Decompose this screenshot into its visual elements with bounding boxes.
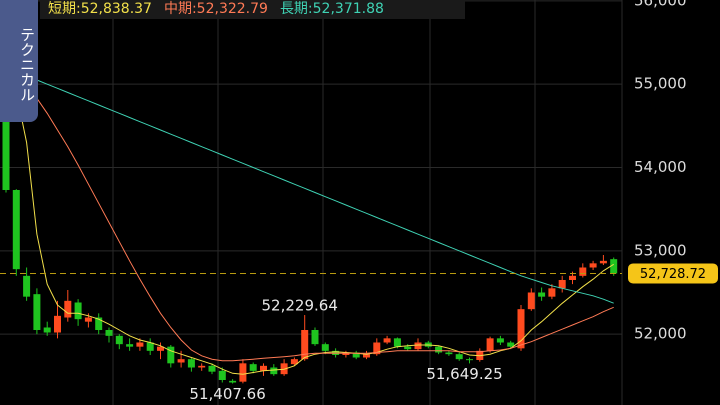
candle-body: [126, 344, 134, 347]
moving-average-line: [5, 62, 614, 362]
candle-body: [455, 354, 463, 360]
candle-body: [218, 370, 226, 380]
candle-body: [486, 338, 494, 351]
price-tag-label: 52,728.72: [640, 267, 706, 282]
candle-body: [12, 190, 20, 270]
candle-body: [270, 367, 278, 375]
candle-body: [187, 359, 195, 368]
candle-body: [569, 275, 576, 280]
candle-body: [249, 364, 257, 371]
y-tick-label: 56,000: [634, 0, 687, 9]
candle-body: [136, 342, 144, 347]
candle-body: [198, 365, 206, 368]
candle-body: [239, 363, 247, 382]
side-tab[interactable]: テクニカル: [0, 0, 38, 122]
candle-body: [589, 263, 597, 268]
candle-body: [301, 330, 309, 360]
candle-body: [579, 267, 587, 276]
candle-body: [23, 275, 31, 297]
legend-entry: 中期:52,322.79: [164, 1, 268, 17]
candle-body: [414, 342, 422, 350]
legend-box: [40, 0, 465, 19]
candle-body: [363, 354, 370, 358]
candle-body: [64, 300, 72, 318]
candle-body: [404, 346, 412, 350]
candle-body: [2, 118, 10, 190]
candle-body: [84, 317, 92, 322]
candle-body: [95, 317, 103, 330]
candle-body: [105, 330, 113, 336]
candle-body: [115, 335, 123, 345]
candle-body: [599, 260, 607, 264]
candle-body: [558, 280, 566, 289]
candle-body: [527, 292, 535, 310]
candle-body: [146, 342, 154, 351]
annotation: 51,407.66: [189, 385, 265, 403]
candle-body: [311, 330, 319, 345]
y-tick-label: 53,000: [634, 241, 687, 259]
candle-body: [321, 344, 329, 351]
candle-body: [393, 338, 401, 347]
price-tag: [628, 263, 718, 284]
candle-body: [33, 294, 41, 330]
plot: [0, 0, 622, 384]
y-tick-label: 52,000: [634, 325, 687, 343]
candle-body: [43, 327, 51, 333]
candle-body: [538, 292, 546, 297]
candle-body: [507, 342, 515, 347]
candle-body: [74, 302, 82, 320]
legend-entry: 長期:52,371.88: [280, 1, 384, 17]
candle-body: [517, 309, 525, 349]
legend-entry: 短期:52,838.37: [48, 1, 152, 17]
moving-average-line: [5, 67, 614, 304]
candle-body: [157, 346, 164, 351]
candle-body: [373, 342, 381, 355]
y-tick-label: 54,000: [634, 158, 687, 176]
candle-body: [54, 315, 61, 333]
candle-body: [383, 338, 391, 343]
candle-body: [260, 365, 267, 371]
candle-body: [167, 346, 175, 364]
time-grid: [112, 0, 623, 405]
moving-average-line: [5, 67, 614, 375]
y-tick-label: 55,000: [634, 75, 687, 93]
candle-body: [445, 352, 453, 355]
candle-body: [496, 338, 504, 343]
candle-body: [229, 380, 237, 383]
candle-body: [466, 359, 473, 361]
annotation: 51,649.25: [426, 365, 502, 383]
candle-body: [290, 359, 298, 365]
candle-body: [352, 352, 360, 358]
candle-body: [208, 365, 216, 372]
candle-body: [610, 259, 618, 274]
candle-body: [435, 346, 443, 353]
candle-body: [177, 359, 185, 363]
candle-body: [548, 288, 556, 297]
annotation: 52,229.64: [262, 297, 338, 315]
